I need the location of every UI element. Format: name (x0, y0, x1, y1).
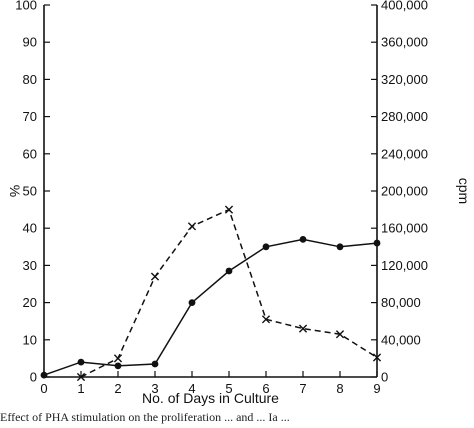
left-axis-label: % (7, 185, 23, 197)
figure-caption: Effect of PHA stimulation on the prolife… (0, 410, 290, 424)
left-tick-label: 80 (23, 72, 37, 87)
right-tick-label: 80,000 (381, 295, 421, 310)
right-tick-label: 40,000 (381, 332, 421, 347)
x-tick-label: 8 (336, 381, 343, 396)
right-tick-label: 320,000 (381, 72, 428, 87)
x-axis-label: No. of Days in Culture (142, 390, 279, 406)
series-2-point (150, 272, 160, 281)
right-tick-label: 200,000 (381, 184, 428, 199)
series-2-point (113, 354, 123, 363)
x-tick-label: 3 (151, 381, 158, 396)
series-2-point (335, 330, 345, 339)
x-tick-label: 1 (77, 381, 84, 396)
left-tick-label: 10 (23, 332, 37, 347)
series-2-line (80, 208, 378, 378)
left-tick-label: 30 (23, 258, 37, 273)
right-tick-label: 120,000 (381, 258, 428, 273)
series-2-point (372, 353, 382, 362)
x-tick-label: 9 (373, 381, 380, 396)
series-1-point (151, 360, 159, 368)
left-tick-label: 60 (23, 146, 37, 161)
series-2-point (298, 324, 308, 333)
series-1-point (77, 358, 85, 366)
x-tick-label: 5 (225, 381, 232, 396)
series-2-point (187, 222, 197, 231)
x-tick-label: 6 (262, 381, 269, 396)
right-axis-ticks: 0 40,000 80,000 120,000 160,000 200,000 240,00… (371, 0, 428, 385)
right-tick-label: 280,000 (381, 109, 428, 124)
series-group (40, 205, 382, 382)
series-1-point (262, 243, 270, 251)
x-tick-label: 7 (299, 381, 306, 396)
series-1-point (336, 243, 344, 251)
series-1-point (373, 239, 381, 247)
right-tick-label: 160,000 (381, 221, 428, 236)
right-axis-label: cpm (456, 178, 472, 204)
left-tick-label: 50 (23, 184, 37, 199)
left-tick-label: 40 (23, 221, 37, 236)
series-1-point (40, 371, 48, 379)
right-tick-label: 400,000 (381, 0, 428, 13)
series-1-point (225, 267, 233, 275)
left-tick-label: 70 (23, 109, 37, 124)
left-tick-label: 90 (23, 35, 37, 50)
series-1-line (43, 238, 378, 376)
series-2-point (261, 315, 271, 324)
x-axis-ticks: 0 1 2 3 4 5 6 7 8 9 (40, 371, 381, 396)
series-2-point (224, 205, 234, 214)
left-axis-ticks: 0 10 20 30 40 50 60 70 80 90 100 (15, 0, 50, 385)
right-tick-label: 0 (381, 370, 388, 385)
x-tick-label: 0 (40, 381, 47, 396)
x-tick-label: 4 (188, 381, 195, 396)
right-tick-label: 360,000 (381, 35, 428, 50)
series-1-point (299, 235, 307, 243)
series-2-point (76, 372, 86, 382)
right-tick-label: 240,000 (381, 146, 428, 161)
left-tick-label: 20 (23, 295, 37, 310)
left-tick-label: 0 (30, 370, 37, 385)
series-1-point (114, 362, 122, 370)
axes (43, 5, 378, 378)
x-tick-label: 2 (114, 381, 121, 396)
series-1-point (188, 299, 196, 306)
left-tick-label: 100 (15, 0, 37, 13)
